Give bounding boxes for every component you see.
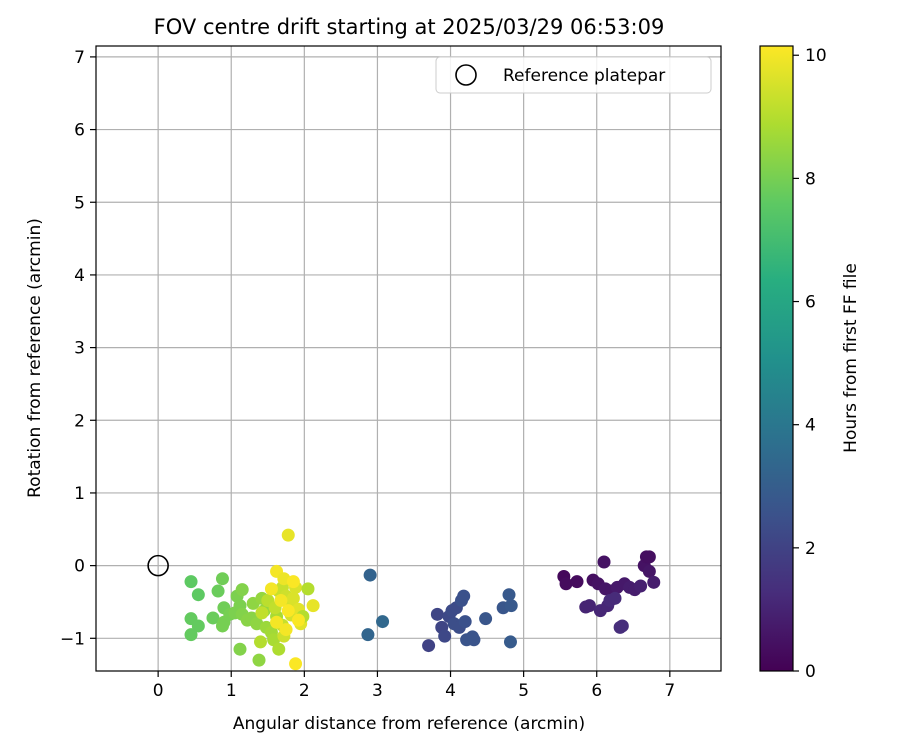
data-point (270, 615, 284, 629)
data-point (272, 642, 286, 656)
grid-lines (96, 46, 721, 671)
colorbar-label: Hours from first FF file (841, 263, 861, 453)
data-point (253, 635, 267, 649)
data-point (458, 615, 472, 629)
x-tick-label: 3 (372, 681, 383, 701)
data-point (361, 628, 375, 642)
data-point (647, 575, 661, 589)
data-point (211, 584, 225, 598)
data-point (503, 635, 517, 649)
colorbar-ticks: 0 2 4 6 8 10 (793, 46, 827, 682)
data-point (479, 612, 493, 626)
data-point (301, 582, 315, 596)
reference-platepar-marker (147, 554, 169, 577)
data-point (184, 628, 198, 642)
data-point (289, 657, 303, 671)
data-point (264, 582, 278, 596)
data-point (255, 606, 269, 620)
data-point (430, 607, 444, 621)
x-axis-ticks: 0 1 2 3 4 5 6 7 (153, 671, 675, 701)
data-point (634, 579, 648, 593)
data-point (191, 619, 205, 633)
y-tick-label: 4 (74, 266, 85, 286)
data-point (281, 604, 295, 618)
data-point (286, 591, 300, 605)
data-point (570, 575, 584, 589)
y-axis-ticks: −1 0 1 2 3 4 5 6 7 (60, 48, 96, 649)
x-tick-label: 0 (153, 681, 164, 701)
x-axis-label: Angular distance from reference (arcmin) (233, 714, 585, 734)
data-point (281, 528, 295, 542)
data-point (233, 642, 247, 656)
colorbar-tick-label: 10 (805, 46, 827, 66)
colorbar-tick-label: 0 (805, 662, 816, 682)
y-tick-label: 2 (74, 411, 85, 431)
legend-marker-icon (455, 64, 477, 86)
x-tick-label: 5 (518, 681, 529, 701)
data-point (608, 591, 622, 605)
data-point (279, 623, 293, 637)
legend-box (435, 56, 712, 94)
data-point (613, 620, 627, 634)
data-point (286, 575, 300, 589)
x-tick-label: 7 (664, 681, 675, 701)
data-point (291, 613, 305, 627)
y-tick-label: 7 (74, 48, 85, 68)
data-point (274, 594, 288, 608)
plot-frame (95, 45, 722, 672)
y-tick-label: 5 (74, 193, 85, 213)
x-tick-label: 6 (591, 681, 602, 701)
data-point (502, 588, 516, 602)
data-point (582, 599, 596, 613)
data-point (422, 639, 436, 653)
colorbar-tick-label: 4 (805, 416, 816, 436)
data-point (184, 575, 198, 589)
x-tick-label: 2 (299, 681, 310, 701)
data-points (184, 528, 661, 671)
data-point (306, 599, 320, 613)
legend-label: Reference platepar (503, 66, 665, 86)
y-tick-label: 3 (74, 339, 85, 359)
data-point (467, 633, 481, 647)
colorbar-tick-label: 2 (805, 539, 816, 559)
legend: Reference platepar (435, 56, 712, 94)
data-point (642, 564, 656, 578)
data-point (597, 555, 611, 569)
colorbar-gradient (759, 45, 794, 672)
data-point (642, 550, 656, 564)
colorbar-tick-label: 6 (805, 293, 816, 313)
data-point (376, 615, 390, 629)
data-point (504, 599, 518, 613)
y-tick-label: 6 (74, 121, 85, 141)
y-tick-label: 0 (74, 557, 85, 577)
data-point (206, 611, 220, 625)
data-point (215, 572, 229, 586)
data-point (438, 629, 452, 643)
y-tick-label: 1 (74, 484, 85, 504)
colorbar: 0 2 4 6 8 10 Hours from first FF file (759, 45, 861, 682)
data-point (191, 588, 205, 602)
y-tick-label: −1 (60, 629, 85, 649)
data-point (457, 589, 471, 603)
x-tick-label: 4 (445, 681, 456, 701)
data-point (559, 577, 573, 591)
data-point (363, 568, 377, 582)
data-point (235, 583, 249, 597)
y-axis-label: Rotation from reference (arcmin) (25, 218, 45, 498)
data-point (215, 619, 229, 633)
chart-title: FOV centre drift starting at 2025/03/29 … (154, 15, 665, 39)
colorbar-tick-label: 8 (805, 169, 816, 189)
x-tick-label: 1 (226, 681, 237, 701)
data-point (252, 653, 266, 667)
